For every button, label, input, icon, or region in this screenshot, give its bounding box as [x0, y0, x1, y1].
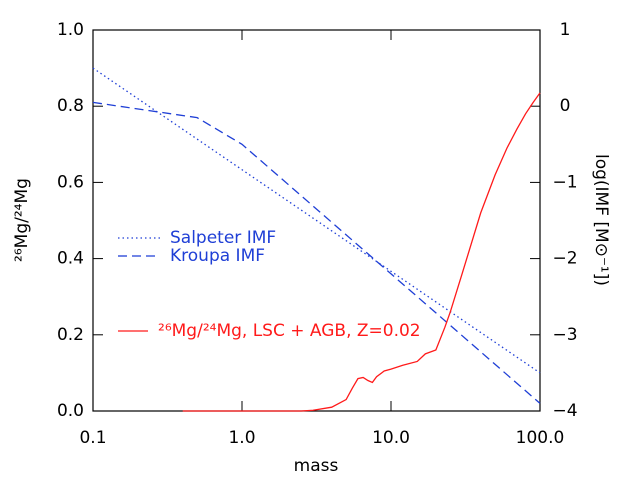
y2-axis-label: log(IMF [M⊙⁻¹]): [591, 154, 611, 286]
y2-tick-label: 0: [560, 96, 571, 116]
y-tick-label: 0.6: [57, 172, 84, 192]
series-line: [92, 101, 541, 404]
y2-tick-label: −4: [552, 401, 577, 421]
y-axis-label: ²⁶Mg/²⁴Mg: [12, 178, 32, 262]
x-tick-label: 1.0: [228, 428, 255, 448]
x-tick-label: 10.0: [372, 428, 410, 448]
series-line: [182, 92, 541, 412]
y2-tick-label: −2: [552, 249, 577, 269]
legend-label: Salpeter IMF: [170, 228, 276, 248]
y2-tick-label: −3: [552, 325, 577, 345]
y-tick-label: 1.0: [57, 20, 84, 40]
x-tick-label: 100.0: [516, 428, 565, 448]
y-tick-label: 0.8: [57, 96, 84, 116]
series-line: [92, 67, 541, 374]
legend-label: ²⁶Mg/²⁴Mg, LSC + AGB, Z=0.02: [158, 321, 421, 341]
y-tick-label: 0.2: [57, 325, 84, 345]
x-tick-label: 0.1: [79, 428, 106, 448]
y-tick-label: 0.4: [57, 249, 84, 269]
x-axis-label: mass: [294, 456, 339, 476]
y2-tick-label: −1: [552, 172, 577, 192]
y-tick-label: 0.0: [57, 401, 84, 421]
legend-label: Kroupa IMF: [170, 246, 265, 266]
y2-tick-label: 1: [560, 20, 571, 40]
plot-frame: [92, 29, 541, 412]
